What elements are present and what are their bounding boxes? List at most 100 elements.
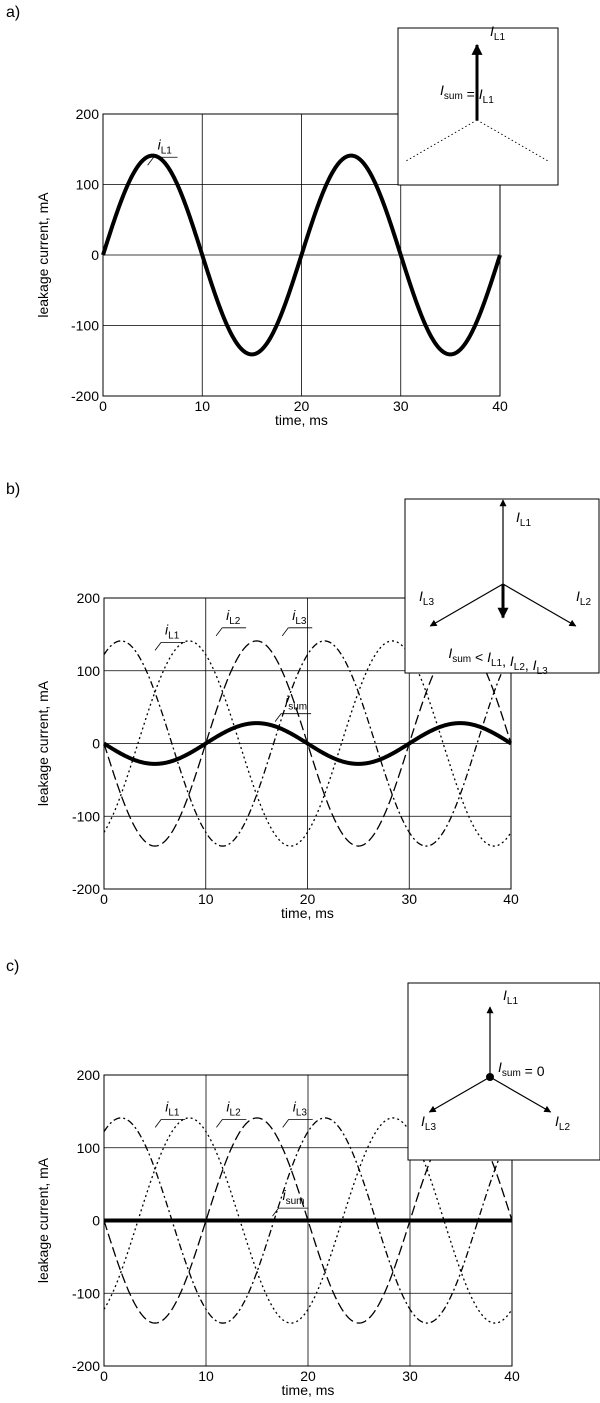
- y-tick-label: 0: [91, 247, 99, 263]
- subscript: sum: [444, 91, 463, 102]
- label-leader: [216, 1119, 223, 1128]
- label-leader: [281, 627, 289, 637]
- label-leader: [215, 627, 223, 637]
- subscript: L2: [230, 1107, 242, 1118]
- y-tick-label: 100: [77, 663, 101, 679]
- phasor-IL3: [428, 1076, 491, 1113]
- subscript: L1: [491, 658, 503, 669]
- series-line-iL1: [103, 640, 512, 847]
- y-tick-label: -100: [71, 318, 99, 334]
- subscript: L3: [296, 1107, 308, 1118]
- text-part: I: [555, 1113, 559, 1129]
- phasor-origin-dot: [486, 1073, 494, 1081]
- subscript: L1: [483, 95, 495, 106]
- x-tick-label: 0: [99, 398, 107, 414]
- text-part: I: [498, 1059, 502, 1075]
- series-label-iL1: iL1: [165, 1098, 180, 1118]
- y-tick-label: -100: [72, 808, 100, 824]
- y-axis-label: leakage current, mA: [35, 680, 51, 806]
- phasor-L2: [476, 119, 549, 162]
- chart-panel: a) 0 10 20 30 40 200 100 0 -100 -200 time, ms leakag…: [6, 4, 559, 428]
- text-part: I: [440, 82, 444, 98]
- text-part: I: [479, 86, 483, 102]
- text-part: I: [510, 653, 514, 669]
- subscript: L2: [229, 616, 241, 627]
- chart-panel: c) 0 10 20 30 40 200 100 0 -100 -200 time, ms leakag…: [6, 958, 600, 1398]
- subscript: L2: [580, 597, 592, 608]
- label-leader: [154, 642, 162, 651]
- text-part: I: [487, 649, 491, 665]
- panel-label: c): [6, 958, 19, 975]
- x-tick-label: 10: [198, 1368, 214, 1384]
- phasor-label-IL3: IL3: [421, 1113, 436, 1133]
- x-tick-label: 20: [300, 1368, 316, 1384]
- x-tick-label: 30: [402, 1368, 418, 1384]
- text-part: = 0: [521, 1063, 545, 1079]
- series-label-isum: isum: [283, 1187, 305, 1207]
- phasor-IL2: [489, 1076, 552, 1113]
- y-tick-label: -200: [71, 388, 99, 404]
- series-label-iL3: iL3: [292, 607, 307, 627]
- x-axis-label: time, ms: [281, 905, 334, 921]
- phasor-label-IL1: IL1: [516, 509, 531, 529]
- text-part: i: [285, 693, 289, 709]
- y-tick-label: 200: [77, 1067, 101, 1083]
- text-part: i: [293, 1098, 297, 1114]
- text-part: i: [158, 136, 162, 152]
- x-tick-label: 20: [300, 891, 316, 907]
- subscript: L3: [537, 666, 549, 677]
- label-leader: [272, 1207, 279, 1217]
- phasor-label-IL3: IL3: [419, 588, 434, 608]
- y-tick-label: 200: [76, 106, 100, 122]
- y-tick-label: -100: [72, 1285, 100, 1301]
- text-part: i: [292, 607, 296, 623]
- x-tick-label: 40: [492, 398, 508, 414]
- y-tick-label: 100: [77, 1140, 101, 1156]
- x-tick-label: 0: [100, 1368, 108, 1384]
- x-axis-label: time, ms: [282, 1382, 335, 1398]
- x-tick-label: 30: [393, 398, 409, 414]
- text-part: ,: [502, 653, 510, 669]
- text-part: I: [421, 1113, 425, 1129]
- phasor-L3: [405, 119, 478, 162]
- x-tick-label: 10: [194, 398, 210, 414]
- phasor-annotation: Isum < IL1, IL2, IL3: [448, 645, 548, 677]
- x-tick-label: 10: [198, 891, 214, 907]
- series-label-iL2: iL2: [226, 1098, 241, 1118]
- text-part: I: [503, 987, 507, 1003]
- text-part: i: [165, 1098, 169, 1114]
- label-leader: [274, 713, 282, 722]
- text-part: ,: [525, 657, 533, 673]
- phasor-label-IL2: IL2: [576, 588, 591, 608]
- subscript: L3: [425, 1122, 437, 1133]
- text-part: I: [576, 588, 580, 604]
- subscript: sum: [452, 654, 471, 665]
- subscript: L3: [423, 597, 435, 608]
- text-part: I: [533, 657, 537, 673]
- text-part: <: [471, 649, 487, 665]
- subscript: sum: [502, 1068, 521, 1079]
- x-tick-label: 40: [504, 1368, 520, 1384]
- inset-frame: [407, 982, 600, 1161]
- label-leader: [282, 1119, 290, 1128]
- series-line-iL2: [103, 1117, 513, 1324]
- subscript: L1: [507, 996, 519, 1007]
- y-axis-label: leakage current, mA: [35, 192, 51, 318]
- subscript: sum: [286, 1196, 305, 1207]
- x-axis-label: time, ms: [275, 412, 328, 428]
- subscript: L2: [514, 662, 526, 673]
- subscript: L1: [168, 630, 180, 641]
- x-tick-label: 0: [100, 891, 108, 907]
- text-part: I: [516, 509, 520, 525]
- phasor-annotation: Isum = IL1: [440, 82, 494, 106]
- series-label-iL1: iL1: [158, 136, 173, 156]
- text-part: =: [463, 86, 479, 102]
- subscript: L1: [161, 145, 173, 156]
- series-line-iL1: [101, 153, 502, 357]
- series-label-iL3: iL3: [293, 1098, 308, 1118]
